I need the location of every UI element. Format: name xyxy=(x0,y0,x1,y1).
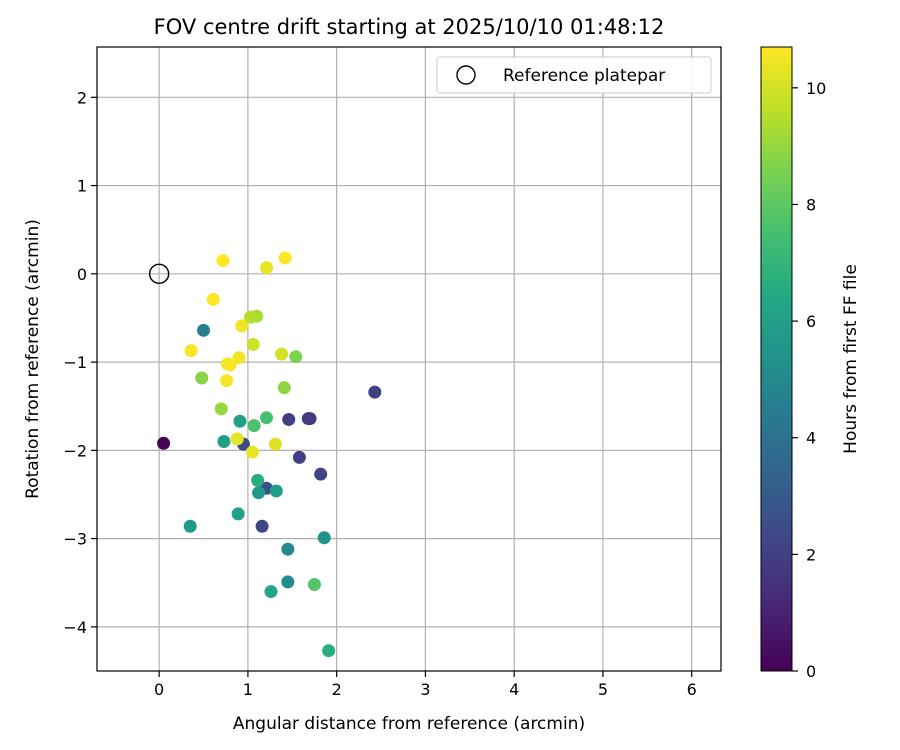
data-point xyxy=(268,437,282,451)
legend-box xyxy=(436,56,712,94)
colorbar-tick-label: 6 xyxy=(806,312,816,331)
data-point xyxy=(307,578,321,592)
data-point xyxy=(232,351,246,365)
data-point xyxy=(282,412,296,426)
x-axis-label: Angular distance from reference (arcmin) xyxy=(233,714,585,734)
x-tick-label: 1 xyxy=(243,680,253,699)
legend-label: Reference platepar xyxy=(503,66,665,86)
data-point xyxy=(281,575,295,589)
x-tick-label: 4 xyxy=(509,680,519,699)
data-point xyxy=(206,292,220,306)
x-tick-label: 3 xyxy=(420,680,430,699)
data-point xyxy=(223,358,237,372)
x-tick-label: 5 xyxy=(598,680,608,699)
data-point xyxy=(216,254,230,268)
data-point xyxy=(275,347,289,361)
y-tick-label: 1 xyxy=(77,177,87,196)
data-point xyxy=(260,261,274,275)
colorbar-tick-label: 8 xyxy=(806,195,816,214)
colorbar-tick-label: 10 xyxy=(806,79,826,98)
legend-marker-icon xyxy=(456,65,476,85)
data-point xyxy=(195,371,209,385)
plot-area xyxy=(97,47,721,671)
x-tick-label: 6 xyxy=(687,680,697,699)
data-point xyxy=(251,473,265,487)
data-point xyxy=(255,519,269,533)
colorbar-label: Hours from first FF file xyxy=(841,264,861,454)
reference-layer xyxy=(148,263,170,285)
y-axis-ticks: −4 −3 −2 −1 0 1 2 xyxy=(63,88,97,637)
y-tick-label: −2 xyxy=(63,441,87,460)
y-axis-label: Rotation from reference (arcmin) xyxy=(23,219,43,499)
data-point xyxy=(230,432,244,446)
y-tick-label: −3 xyxy=(63,530,87,549)
data-point xyxy=(183,519,197,533)
data-point xyxy=(252,486,266,500)
data-point xyxy=(244,310,258,324)
y-tick-label: 0 xyxy=(77,265,87,284)
x-tick-label: 2 xyxy=(332,680,342,699)
data-point xyxy=(220,374,234,388)
chart-title: FOV centre drift starting at 2025/10/10 … xyxy=(154,15,665,39)
colorbar-ticks: 0 2 4 6 8 10 xyxy=(792,79,826,681)
grid xyxy=(97,47,721,671)
data-point xyxy=(278,251,292,265)
x-axis-ticks: 0 1 2 3 4 5 6 xyxy=(154,671,697,699)
y-tick-label: 2 xyxy=(77,88,87,107)
data-point xyxy=(235,319,249,333)
x-tick-label: 0 xyxy=(154,680,164,699)
data-point xyxy=(322,644,336,658)
data-points xyxy=(157,251,382,658)
colorbar-tick-label: 4 xyxy=(806,429,816,448)
data-point xyxy=(197,323,211,337)
colorbar-tick-label: 0 xyxy=(806,662,816,681)
colorbar-tick-label: 2 xyxy=(806,545,816,564)
data-point xyxy=(292,450,306,464)
plot-frame xyxy=(96,46,722,672)
data-point xyxy=(231,507,245,521)
data-point xyxy=(245,445,259,459)
reference-marker xyxy=(148,263,170,285)
data-point xyxy=(157,436,171,450)
data-point xyxy=(269,484,283,498)
data-point xyxy=(184,344,198,358)
data-point xyxy=(246,337,260,351)
data-point xyxy=(277,381,291,395)
data-point xyxy=(233,414,247,428)
data-point xyxy=(217,435,231,449)
data-point xyxy=(214,402,228,416)
data-point xyxy=(314,467,328,481)
data-point xyxy=(260,411,274,425)
colorbar xyxy=(760,46,793,672)
data-point xyxy=(368,385,382,399)
data-point xyxy=(247,419,261,433)
data-point xyxy=(317,531,331,545)
data-point xyxy=(303,412,317,426)
y-tick-label: −4 xyxy=(63,618,87,637)
data-point xyxy=(281,542,295,556)
legend: Reference platepar xyxy=(436,56,712,94)
data-point xyxy=(289,350,303,364)
data-point xyxy=(264,585,278,599)
y-tick-label: −1 xyxy=(63,353,87,372)
